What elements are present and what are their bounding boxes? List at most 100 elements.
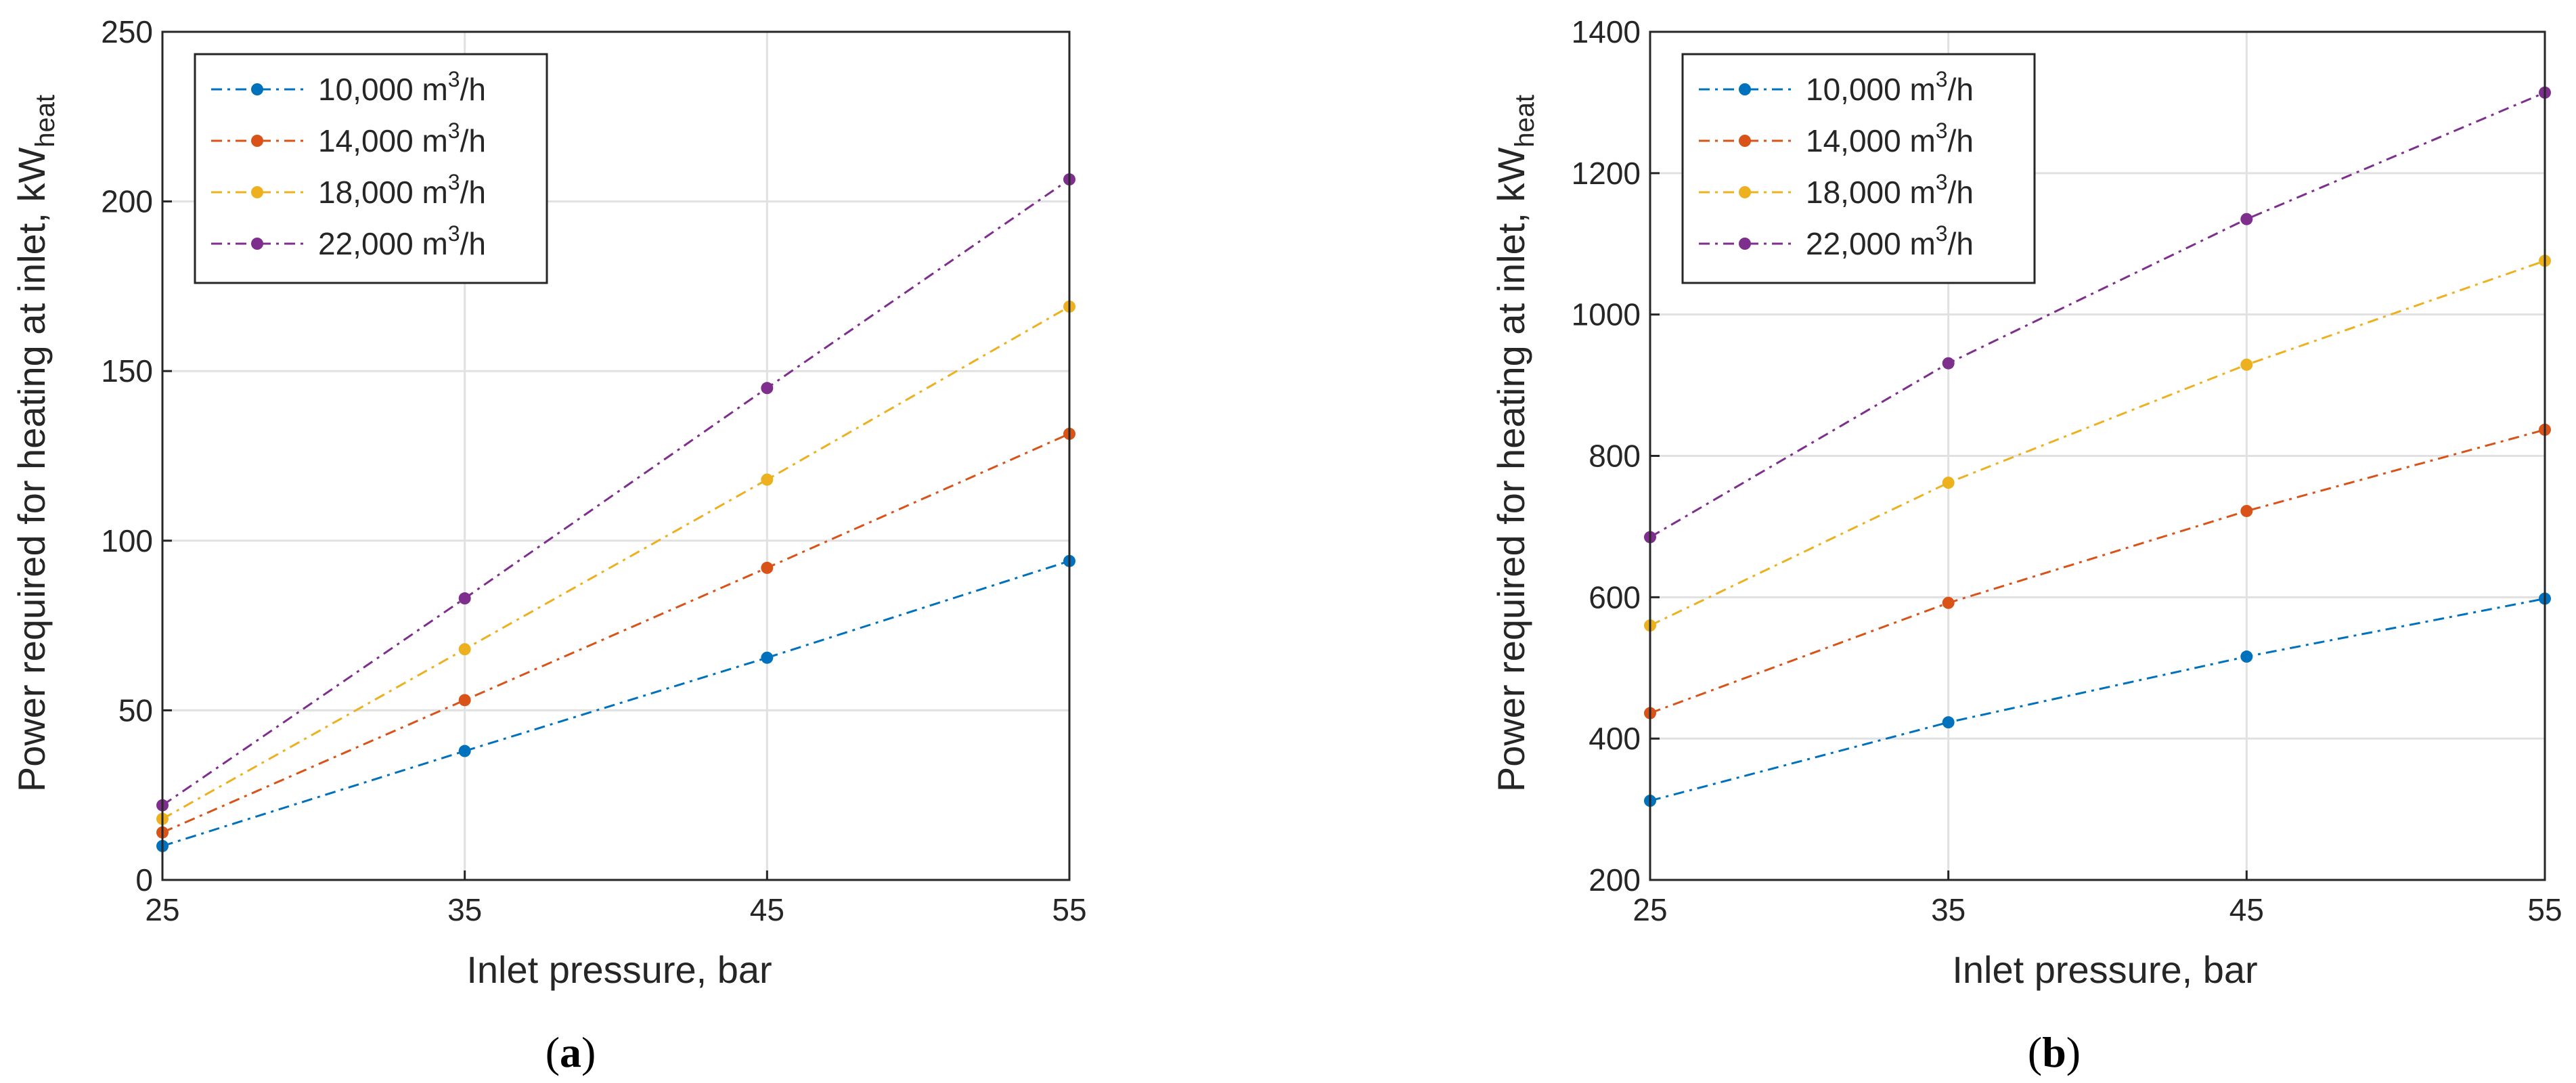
chart-b-y-tick-label: 1400 [1572,14,1641,49]
chart-b-legend-label-main: 22,000 m [1806,226,1936,261]
chart-a-legend: 10,000 m3/h14,000 m3/h18,000 m3/h22,000 … [194,53,548,284]
chart-a-x-tick-label: 55 [1052,892,1086,927]
chart-a-y-tick-label: 50 [118,692,153,728]
chart-b-series-2-point [1942,596,1955,609]
chart-b-y-tick-label: 1200 [1572,156,1641,191]
chart-b-x-tick-label: 45 [2229,892,2264,927]
chart-b-series-3-point [2240,358,2253,371]
chart-b-ticks: 25 35 45 55 200 400 600 800 1000 1200 1400 [1572,14,2562,927]
chart-b-series-line-4 [1649,91,2546,538]
chart-a-series-3-point [458,643,471,656]
panel-label-a-open: ( [546,1028,560,1076]
panel-label-b-letter: b [2042,1028,2066,1076]
chart-a-series-line-4 [162,178,1070,806]
chart-a-series-2-point [761,561,774,574]
chart-b-y-axis-label-main: Power required for heating at inlet, kW [1490,148,1532,793]
chart-a-legend-label-sup: 3 [448,67,460,91]
chart-b-legend-label-sup: 3 [1936,221,1948,246]
chart-b-x-tick-label: 25 [1633,892,1667,927]
chart-a-series-4-point [458,592,471,605]
chart-a-legend-label-4: 22,000 m3/h [318,221,486,261]
chart-a-y-axis-label-sub: heat [30,95,60,148]
chart-a-series-2-point [458,694,471,707]
chart-b-series-line-3 [1649,259,2546,627]
chart-b-legend-label-2: 14,000 m3/h [1806,118,1974,158]
chart-b-y-tick-label: 600 [1589,579,1641,615]
chart-a-legend-label-sup: 3 [448,118,460,143]
chart-b-legend-label-4: 22,000 m3/h [1806,221,1974,261]
chart-a-legend-label-tail: /h [460,72,486,107]
chart-b-series-4-point [1942,357,1955,370]
chart-b-y-tick-label: 400 [1589,721,1641,756]
chart-a-legend-label-sup: 3 [448,170,460,194]
chart-a-legend-label-tail: /h [460,175,486,210]
panel-label-b-open: ( [2028,1028,2042,1076]
chart-a-legend-label-main: 14,000 m [318,123,448,158]
chart-b-legend-label-tail: /h [1948,123,1974,158]
chart-a-legend-label-1: 10,000 m3/h [318,67,486,107]
panel-label-b-close: ) [2066,1028,2081,1076]
chart-b-x-tick-label: 35 [1931,892,1966,927]
chart-a-legend-marker-2 [251,135,263,147]
chart-a-legend-marker-4 [251,238,263,250]
chart-a-legend-label-main: 10,000 m [318,72,448,107]
chart-b-legend-marker-3 [1739,186,1751,198]
chart-a-ticks: 25 35 45 55 0 50 100 150 200 250 [101,14,1086,927]
chart-b-series-2-point [2240,504,2253,517]
chart-a-series-1-point [761,651,774,664]
panel-label-b: (b) [2028,1028,2081,1076]
chart-a-y-axis-label: Power required for heating at inlet, kWh… [10,95,60,792]
chart-a-y-tick-label: 100 [101,523,153,558]
chart-b-legend-label-sup: 3 [1936,170,1948,194]
chart-b-legend-marker-1 [1739,83,1751,95]
chart-b-legend-label-3: 18,000 m3/h [1806,170,1974,210]
chart-b-series-3-point [1942,477,1955,489]
chart-b-y-tick-label: 800 [1589,439,1641,474]
chart-b-legend-label-tail: /h [1948,226,1974,261]
chart-b-legend-label-sup: 3 [1936,118,1948,143]
chart-b-y-tick-label: 1000 [1572,297,1641,332]
chart-a-series-line-1 [162,560,1070,847]
chart-a-legend-label-tail: /h [460,226,486,261]
panel-label-a: (a) [546,1028,596,1076]
chart-a-y-tick-label: 200 [101,184,153,219]
chart-a-y-tick-label: 0 [135,862,153,898]
chart-a-legend-label-3: 18,000 m3/h [318,170,486,210]
chart-b-legend-marker-2 [1739,135,1751,147]
chart-b-legend: 10,000 m3/h14,000 m3/h18,000 m3/h22,000 … [1681,53,2036,284]
chart-b-legend-label-main: 14,000 m [1806,123,1936,158]
chart-a-series-1-point [458,745,471,757]
chart-b-legend-label-main: 10,000 m [1806,72,1936,107]
panel-label-a-close: ) [581,1028,596,1076]
chart-b-legend-label-tail: /h [1948,72,1974,107]
chart-a-y-tick-label: 150 [101,353,153,389]
chart-a-series [156,173,1075,852]
chart-b-series-4-point [2240,213,2253,225]
chart-b-y-tick-label: 200 [1589,862,1641,898]
chart-a-frame [161,30,1071,881]
chart-a-series-line-2 [162,433,1070,834]
chart-a-x-tick-label: 25 [145,892,179,927]
chart-a-legend-label-tail: /h [460,123,486,158]
chart-a: 25 35 45 55 0 50 100 150 200 250 Inlet pressure, … [10,14,1087,1076]
chart-b-x-axis-label: Inlet pressure, bar [1952,948,2257,991]
chart-a-y-axis-label-main: Power required for heating at inlet, kW [10,148,53,793]
panel-label-a-letter: a [560,1028,581,1076]
chart-a-series-4-point [761,382,774,395]
chart-a-y-tick-label: 250 [101,14,153,49]
chart-b-x-tick-label: 55 [2527,892,2562,927]
chart-b-series-1-point [2240,650,2253,663]
chart-b-series [1644,86,2551,808]
chart-a-legend-label-main: 22,000 m [318,226,448,261]
chart-a-x-tick-label: 35 [447,892,482,927]
chart-a-series-line-3 [162,305,1070,820]
chart-b-series-1-point [1942,716,1955,729]
chart-a-legend-label-sup: 3 [448,221,460,246]
chart-b-series-line-1 [1649,597,2546,802]
chart-a-legend-marker-1 [251,83,263,95]
chart-b-y-axis-label-sub: heat [1510,95,1540,148]
chart-a-x-tick-label: 45 [750,892,784,927]
chart-b-series-line-2 [1649,428,2546,714]
chart-b-legend-label-main: 18,000 m [1806,175,1936,210]
